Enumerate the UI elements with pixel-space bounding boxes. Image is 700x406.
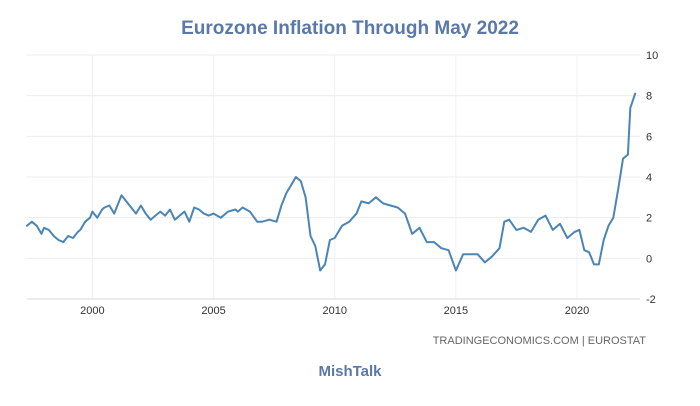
y-tick-label: 0 — [646, 253, 652, 265]
y-tick-label: -2 — [646, 294, 656, 306]
x-tick-label: 2000 — [80, 305, 104, 317]
y-tick-label: 2 — [646, 213, 652, 225]
x-tick-label: 2020 — [565, 305, 589, 317]
y-tick-label: 10 — [646, 50, 658, 62]
footer-brand: MishTalk — [318, 363, 382, 380]
inflation-series-line — [26, 92, 637, 272]
chart-title: Eurozone Inflation Through May 2022 — [181, 18, 519, 39]
x-tick-label: 2015 — [444, 305, 468, 317]
x-tick-label: 2005 — [201, 305, 225, 317]
x-tick-label: 2010 — [322, 305, 346, 317]
y-tick-label: 6 — [646, 131, 652, 143]
source-attribution: TRADINGECONOMICS.COM | EUROSTAT — [433, 335, 647, 347]
y-tick-label: 8 — [646, 91, 652, 103]
y-tick-label: 4 — [646, 172, 652, 184]
